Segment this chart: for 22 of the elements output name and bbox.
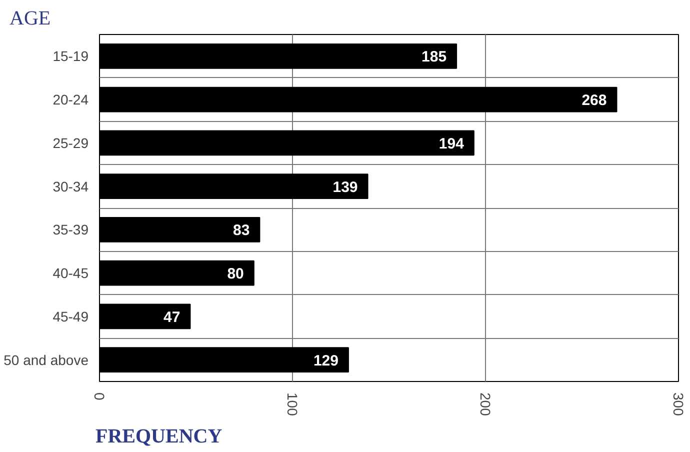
y-tick-label: 15-19 [52,48,89,64]
x-axis-title: FREQUENCY [96,426,223,448]
x-tick-label: 0 [92,392,108,400]
y-tick-label: 40-45 [52,265,89,282]
y-tick-label: 50 and above [4,352,89,368]
x-tick-label: 300 [670,392,686,416]
y-tick-label: 45-49 [52,308,89,324]
y-axis-title: AGE [10,8,51,30]
data-label: 139 [332,178,358,196]
y-tick-label: 20-24 [52,92,89,108]
data-label: 83 [233,222,250,240]
y-tick-label: 35-39 [52,222,89,238]
data-label: 185 [422,48,447,66]
data-label: 80 [227,266,244,283]
x-tick-label: 100 [284,392,300,416]
y-tick-label: 30-34 [52,178,89,194]
data-label: 47 [164,308,180,326]
x-tick-label: 200 [478,392,494,416]
y-tick-label: 25-29 [52,134,89,151]
data-label: 129 [313,352,338,370]
data-label: 194 [438,135,465,152]
data-label: 268 [582,92,607,110]
